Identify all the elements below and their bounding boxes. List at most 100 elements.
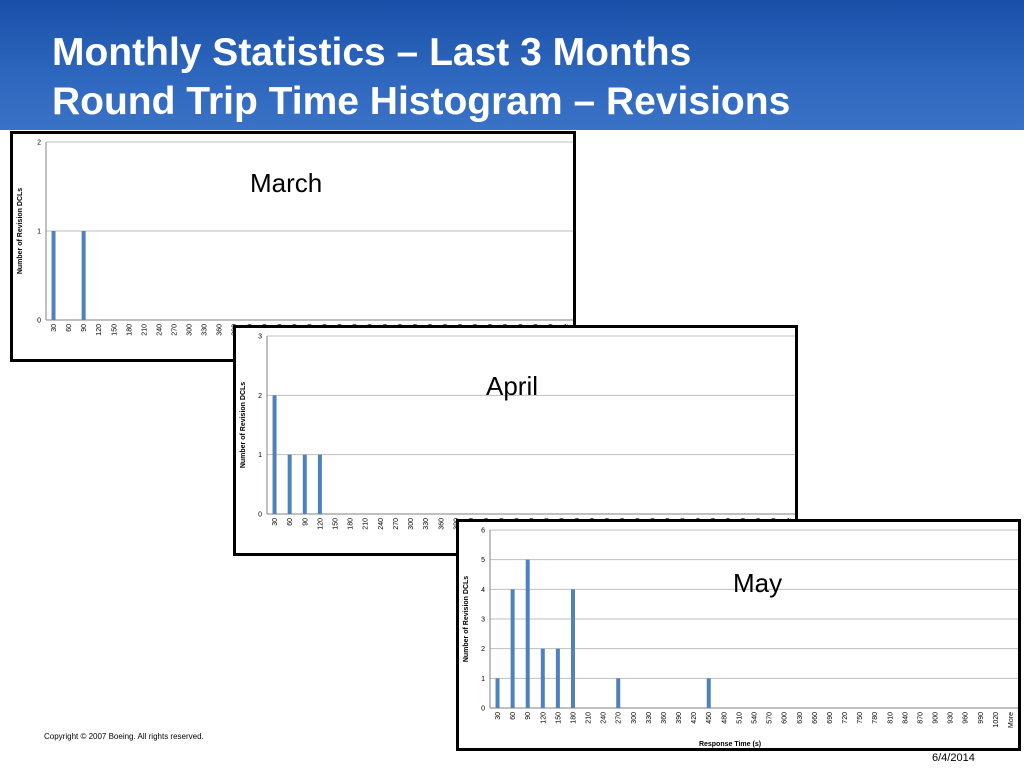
y-axis-title: Number of Revision DCLs	[240, 382, 247, 468]
histogram-bar	[272, 395, 277, 514]
x-tick-label: 180	[126, 324, 133, 336]
y-tick-label: 3	[258, 334, 262, 341]
histogram-bar	[525, 559, 530, 708]
slide-title-line1: Monthly Statistics – Last 3 Months	[52, 31, 692, 74]
x-tick-label: 720	[842, 712, 849, 724]
histogram-bar	[510, 589, 515, 708]
x-axis-title: Response Time (s)	[699, 741, 761, 748]
histogram-bar	[555, 648, 560, 708]
x-tick-label: 30	[51, 324, 58, 332]
copyright-notice: Copyright © 2007 Boeing. All rights rese…	[44, 732, 204, 741]
x-tick-label: 780	[872, 712, 879, 724]
x-tick-label: 120	[317, 518, 324, 530]
histogram-bar	[302, 454, 307, 514]
x-tick-label: 330	[202, 324, 209, 336]
x-tick-label: 300	[631, 712, 638, 724]
x-tick-label: 540	[752, 712, 759, 724]
x-tick-label: 810	[887, 712, 894, 724]
x-tick-label: 420	[691, 712, 698, 724]
x-tick-label: 210	[363, 518, 370, 530]
y-tick-label: 2	[37, 140, 41, 147]
y-tick-label: 5	[481, 557, 485, 564]
x-tick-label: 180	[570, 712, 577, 724]
x-tick-label: 1020	[993, 712, 1000, 728]
x-tick-label: 90	[302, 518, 309, 526]
x-tick-label: 150	[555, 712, 562, 724]
histogram-bar	[616, 678, 621, 708]
x-tick-label: 30	[272, 518, 279, 526]
x-tick-label: 480	[721, 712, 728, 724]
title-banner: Monthly Statistics – Last 3 Months Round…	[0, 0, 1024, 130]
x-tick-label: 300	[187, 324, 194, 336]
histogram-bar	[706, 678, 711, 708]
x-tick-label: 180	[348, 518, 355, 530]
x-tick-label: 150	[333, 518, 340, 530]
x-tick-label: 570	[767, 712, 774, 724]
x-tick-label: 240	[601, 712, 608, 724]
x-tick-label: 60	[287, 518, 294, 526]
x-tick-label: More	[1008, 712, 1015, 728]
x-tick-label: 90	[81, 324, 88, 332]
x-tick-label: 210	[586, 712, 593, 724]
chart-title-april: April	[486, 371, 539, 401]
y-tick-label: 6	[481, 528, 485, 535]
histogram-bar	[51, 231, 56, 320]
x-tick-label: 330	[646, 712, 653, 724]
chart-panel-march: 0123060901201501802102402703003303603904…	[10, 131, 576, 362]
y-tick-label: 3	[481, 617, 485, 624]
x-tick-label: 120	[96, 324, 103, 336]
x-tick-label: 30	[495, 712, 502, 720]
x-tick-label: 960	[963, 712, 970, 724]
x-tick-label: 690	[827, 712, 834, 724]
x-tick-label: 630	[797, 712, 804, 724]
x-tick-label: 750	[857, 712, 864, 724]
chart-title-may: May	[733, 568, 783, 598]
x-tick-label: 360	[661, 712, 668, 724]
x-tick-label: 900	[933, 712, 940, 724]
x-tick-label: 150	[111, 324, 118, 336]
x-tick-label: 360	[217, 324, 224, 336]
y-tick-label: 0	[258, 512, 262, 519]
x-tick-label: 60	[510, 712, 517, 720]
x-tick-label: 390	[676, 712, 683, 724]
histogram-bar	[81, 231, 86, 320]
slide-date: 6/4/2014	[932, 752, 975, 764]
x-tick-label: 270	[393, 518, 400, 530]
x-tick-label: 600	[782, 712, 789, 724]
chart-panel-may: 0 1 2 3 4 5 6 30 60 90 120 150 180 210 240 270 300 330 360…	[456, 519, 1021, 751]
y-tick-label: 1	[37, 229, 41, 236]
y-tick-label: 2	[481, 646, 485, 653]
x-tick-label: 870	[917, 712, 924, 724]
x-tick-label: 270	[616, 712, 623, 724]
y-axis-title: Number of Revision DCLs	[463, 576, 470, 662]
histogram-bar	[317, 454, 322, 514]
y-tick-label: 1	[258, 452, 262, 459]
x-tick-label: 360	[438, 518, 445, 530]
histogram-bar	[540, 648, 545, 708]
x-tick-label: 510	[736, 712, 743, 724]
x-tick-label: 450	[706, 712, 713, 724]
histogram-bar	[287, 454, 292, 514]
x-tick-label: 90	[525, 712, 532, 720]
x-tick-label: 840	[902, 712, 909, 724]
histogram-bar	[570, 589, 575, 708]
x-tick-label: 120	[540, 712, 547, 724]
slide-title-line2: Round Trip Time Histogram – Revisions	[52, 80, 791, 123]
x-tick-label: 210	[141, 324, 148, 336]
histogram-bar	[495, 678, 500, 708]
x-tick-label: 60	[66, 324, 73, 332]
y-tick-label: 1	[481, 676, 485, 683]
y-tick-label: 0	[37, 318, 41, 325]
y-tick-label: 4	[481, 587, 485, 594]
x-tick-label: 300	[408, 518, 415, 530]
x-tick-label: 660	[812, 712, 819, 724]
y-tick-label: 2	[258, 393, 262, 400]
x-tick-label: 330	[423, 518, 430, 530]
x-tick-label: 270	[171, 324, 178, 336]
x-tick-label: 240	[156, 324, 163, 336]
x-tick-label: 930	[948, 712, 955, 724]
chart-title-march: March	[250, 168, 323, 198]
x-tick-label: 240	[378, 518, 385, 530]
y-axis-title: Number of Revision DCLs	[17, 188, 24, 274]
x-tick-label: 990	[978, 712, 985, 724]
